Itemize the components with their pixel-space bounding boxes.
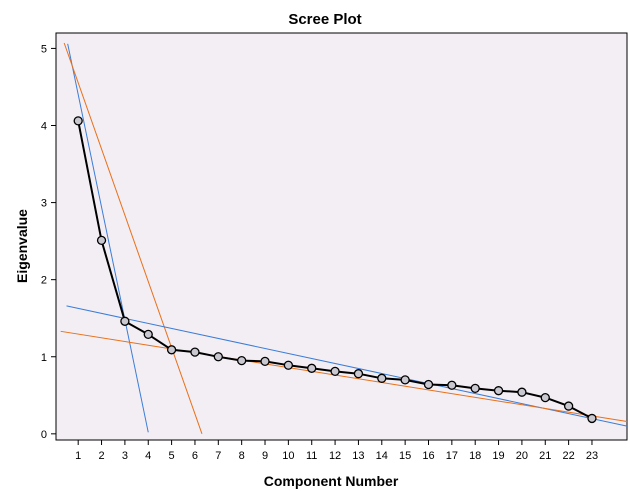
x-tick-label: 11 xyxy=(306,450,317,462)
plot-area xyxy=(55,32,628,441)
x-tick-label: 12 xyxy=(329,450,341,462)
x-tick-label: 6 xyxy=(192,450,198,462)
reference-lines xyxy=(60,42,628,434)
y-tick-label: 1 xyxy=(41,352,47,364)
data-point-6 xyxy=(190,347,200,357)
x-tick-label: 2 xyxy=(98,450,104,462)
y-tick-label: 0 xyxy=(41,429,47,441)
x-tick-label: 17 xyxy=(446,450,458,462)
x-axis-label: Component Number xyxy=(264,473,399,489)
y-axis: 0 1 2 3 4 5 xyxy=(41,43,56,441)
data-point-3 xyxy=(120,316,130,326)
x-tick-label: 14 xyxy=(376,450,388,462)
data-point-14 xyxy=(377,373,387,383)
y-tick-label: 5 xyxy=(41,43,47,55)
data-point-10 xyxy=(283,360,294,370)
data-point-7 xyxy=(213,352,223,362)
data-point-1 xyxy=(73,116,83,126)
y-tick-label: 2 xyxy=(41,275,47,287)
x-tick-label: 21 xyxy=(539,450,551,462)
x-tick-label: 13 xyxy=(352,450,364,462)
x-tick-label: 15 xyxy=(399,450,411,462)
x-tick-label: 5 xyxy=(169,450,175,462)
data-point-2 xyxy=(96,235,107,246)
x-tick-label: 4 xyxy=(145,450,151,462)
x-tick-label: 22 xyxy=(562,450,574,462)
x-tick-label: 23 xyxy=(586,450,598,462)
x-tick-label: 8 xyxy=(239,450,245,462)
x-tick-label: 1 xyxy=(75,450,81,462)
data-point-16 xyxy=(423,379,434,390)
y-axis-label: Eigenvalue xyxy=(14,209,30,283)
x-tick-label: 10 xyxy=(282,450,294,462)
data-point-13 xyxy=(353,369,364,379)
data-point-9 xyxy=(260,356,270,367)
x-tick-label: 9 xyxy=(262,450,268,462)
data-markers xyxy=(73,116,597,424)
reference-line-3 xyxy=(66,305,628,427)
y-tick-label: 4 xyxy=(41,121,47,133)
data-point-17 xyxy=(447,380,457,390)
data-point-20 xyxy=(517,387,527,397)
reference-line-2 xyxy=(63,42,203,434)
data-point-5 xyxy=(166,345,177,355)
y-tick-label: 3 xyxy=(41,198,47,210)
data-point-11 xyxy=(307,363,317,373)
data-point-8 xyxy=(237,355,247,366)
reference-line-4 xyxy=(60,330,628,422)
data-point-22 xyxy=(563,401,574,411)
x-tick-label: 20 xyxy=(516,450,528,462)
x-tick-label: 18 xyxy=(469,450,481,462)
data-point-21 xyxy=(540,392,550,403)
data-point-12 xyxy=(330,366,340,377)
x-tick-label: 7 xyxy=(215,450,221,462)
x-tick-label: 19 xyxy=(492,450,504,462)
data-point-18 xyxy=(470,383,480,394)
data-point-15 xyxy=(400,375,410,385)
data-point-19 xyxy=(493,386,504,396)
x-tick-label: 3 xyxy=(122,450,128,462)
chart-title: Scree Plot xyxy=(288,11,361,28)
reference-line-1 xyxy=(67,43,149,433)
x-tick-label: 16 xyxy=(422,450,434,462)
x-axis: 1 2 3 4 5 6 7 8 9 10 11 12 13 14 15 16 17 18 19 20 21 22 23 xyxy=(75,440,598,462)
data-point-23 xyxy=(587,413,597,424)
data-point-4 xyxy=(143,329,153,340)
